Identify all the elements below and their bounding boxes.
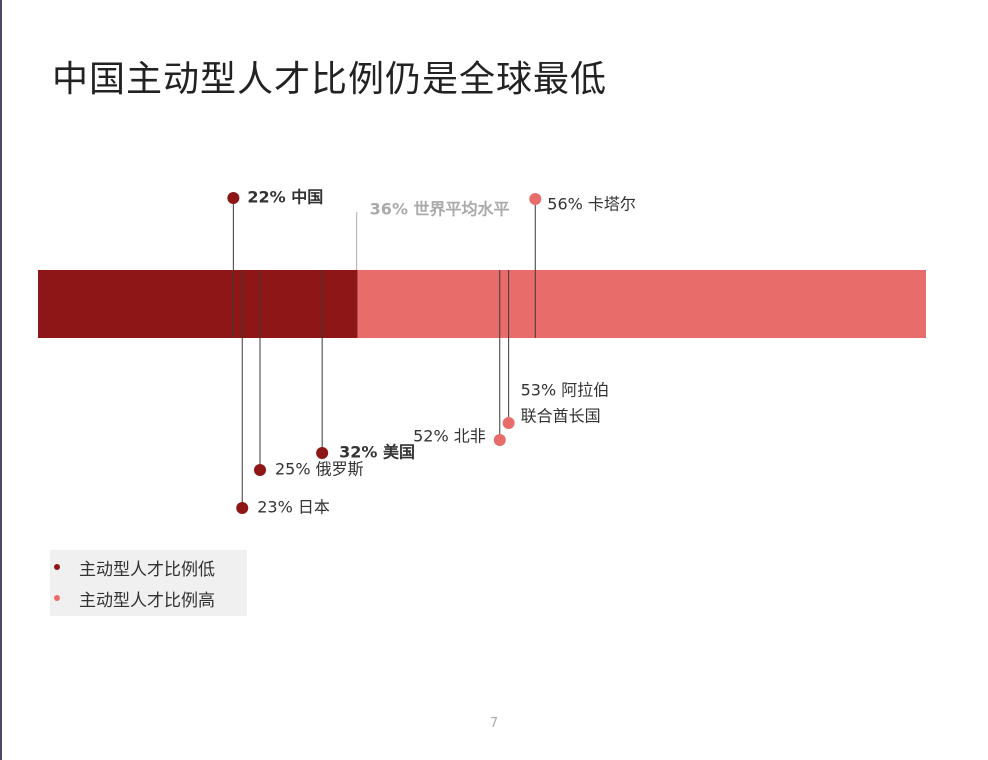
legend-label-high: 主动型人才比例高	[79, 591, 215, 611]
bar-segment-low	[38, 270, 358, 338]
point-52-marker	[493, 434, 506, 446]
legend-item-high: 主动型人才比例高	[50, 583, 247, 614]
point-22-marker	[227, 192, 240, 204]
legend: 主动型人才比例低 主动型人才比例高	[50, 550, 247, 616]
legend-item-low: 主动型人才比例低	[50, 552, 247, 583]
point-25-label: 25% 俄罗斯	[275, 460, 364, 479]
bar-segment-high	[357, 270, 926, 338]
point-32-marker	[316, 447, 329, 459]
point-23-label: 23% 日本	[257, 498, 330, 517]
point-53-marker	[502, 417, 515, 429]
legend-dot-high	[54, 595, 60, 601]
legend-label-low: 主动型人才比例低	[79, 560, 215, 580]
point-23-marker	[236, 502, 249, 514]
point-22-label: 22% 中国	[247, 188, 323, 207]
point-25-marker	[254, 464, 266, 476]
legend-dot-low	[54, 564, 60, 570]
point-56-marker	[529, 193, 542, 205]
left-edge-rule	[0, 0, 2, 760]
average-label: 36% 世界平均水平	[370, 200, 510, 219]
point-56-label: 56% 卡塔尔	[547, 195, 636, 214]
page-title: 中国主动型人才比例仍是全球最低	[52, 59, 608, 100]
point-53-label-line-2: 联合酋长国	[521, 407, 601, 426]
point-32-label: 32% 美国	[339, 443, 415, 462]
point-52-label: 52% 北非	[413, 427, 486, 446]
point-53-label-line-1: 53% 阿拉伯	[521, 381, 610, 400]
page-number: 7	[489, 716, 499, 731]
